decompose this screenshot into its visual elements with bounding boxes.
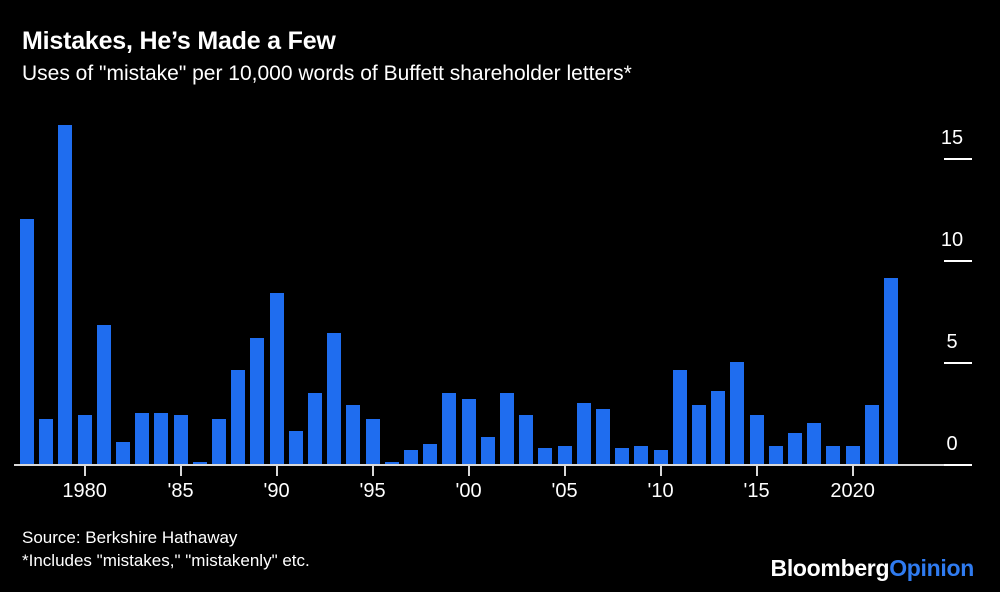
bar [212, 419, 226, 464]
bar [864, 404, 879, 464]
bar [250, 337, 265, 464]
bar [596, 408, 610, 464]
x-axis-tick [83, 466, 86, 476]
y-axis-label: 5 [946, 331, 958, 353]
bar [173, 415, 188, 464]
bar [749, 415, 764, 464]
bar [288, 431, 303, 464]
bar [20, 219, 34, 464]
bar [845, 445, 860, 464]
bar [480, 437, 495, 464]
logo-product: Opinion [889, 555, 974, 581]
x-axis-label: '95 [359, 480, 386, 502]
x-axis-label: '85 [167, 480, 194, 502]
y-axis-tick [944, 464, 972, 466]
x-axis-tick [563, 466, 566, 476]
bar [500, 392, 514, 464]
bar [826, 445, 841, 464]
x-axis-tick [179, 466, 182, 476]
bar [192, 461, 207, 464]
bar [634, 445, 649, 464]
bar [519, 415, 534, 464]
bar [365, 419, 380, 464]
bar [154, 413, 169, 464]
note-line: *Includes "mistakes," "mistakenly" etc. [22, 551, 310, 570]
chart-footnotes: Source: Berkshire Hathaway *Includes "mi… [22, 526, 310, 572]
bar [96, 325, 111, 464]
bar [576, 402, 591, 464]
bar [423, 443, 438, 464]
chart-title: Mistakes, He’s Made a Few [22, 27, 336, 55]
y-axis-tick [944, 362, 972, 364]
bar [538, 447, 553, 464]
bar [308, 392, 322, 464]
y-axis-label: 10 [940, 229, 964, 251]
x-axis-tick [275, 466, 278, 476]
bar [442, 392, 457, 464]
x-axis-tick [659, 466, 662, 476]
bar [615, 447, 630, 464]
bar [58, 125, 73, 464]
bar [788, 433, 802, 464]
bar-series [0, 110, 1000, 470]
bar [730, 362, 745, 464]
x-axis-tick [371, 466, 374, 476]
bar [327, 333, 342, 464]
bar [807, 423, 822, 464]
source-line: Source: Berkshire Hathaway [22, 528, 238, 547]
bar [39, 419, 54, 464]
y-axis-tick [944, 158, 972, 160]
bar [135, 413, 150, 464]
x-axis-tick [851, 466, 854, 476]
x-axis-label: '10 [647, 480, 674, 502]
bar [77, 415, 92, 464]
x-axis-tick [755, 466, 758, 476]
bar [768, 445, 783, 464]
x-axis-label: 1980 [62, 480, 107, 502]
bar [384, 461, 399, 464]
x-axis-label: '00 [455, 480, 482, 502]
bar [404, 449, 418, 464]
bar [692, 404, 706, 464]
logo-brand: Bloomberg [770, 555, 890, 581]
bar [653, 449, 668, 464]
plot-area: 0 5 10 15 1980 '85 '90 '95 '00 '05 '10 '15 2020 [0, 110, 1000, 502]
bar [461, 398, 476, 464]
y-axis-label: 0 [946, 433, 958, 455]
x-axis-label: '05 [551, 480, 578, 502]
chart-subtitle: Uses of "mistake" per 10,000 words of Bu… [22, 62, 632, 85]
chart-header: Mistakes, He’s Made a Few Uses of "mista… [22, 26, 962, 87]
bar [672, 370, 687, 464]
y-axis-label: 15 [940, 127, 964, 149]
x-axis-tick [467, 466, 470, 476]
bar [269, 292, 284, 464]
bar [711, 390, 726, 464]
bar [346, 404, 361, 464]
bar [116, 441, 130, 464]
bar [557, 445, 572, 464]
y-axis-tick [944, 260, 972, 262]
x-axis-label: '15 [743, 480, 770, 502]
x-axis-label: 2020 [830, 480, 875, 502]
bar [231, 370, 246, 464]
bar [884, 278, 898, 464]
x-axis-label: '90 [263, 480, 290, 502]
x-axis-line [14, 464, 964, 466]
bloomberg-opinion-logo: BloombergOpinion [770, 555, 975, 582]
